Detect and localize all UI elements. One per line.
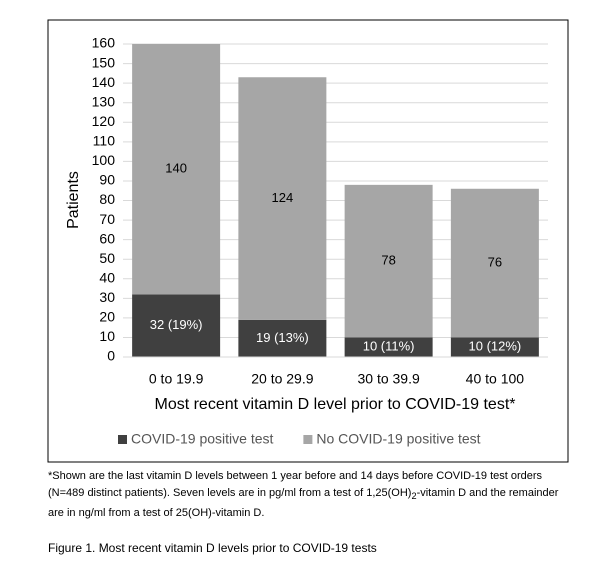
bar-segment bbox=[344, 337, 433, 357]
data-label: 19 (13%) bbox=[256, 330, 309, 345]
y-axis-label: Patients bbox=[65, 171, 82, 229]
x-tick-label: 30 to 39.9 bbox=[357, 371, 419, 387]
y-tick-label: 90 bbox=[99, 172, 115, 188]
y-tick-label: 30 bbox=[99, 289, 115, 305]
y-tick-label: 150 bbox=[92, 54, 116, 70]
y-tick-label: 40 bbox=[99, 269, 115, 285]
y-tick-label: 0 bbox=[107, 348, 115, 364]
footnote-subscript: 2 bbox=[411, 491, 417, 502]
chart-border bbox=[47, 19, 569, 463]
y-tick-label: 50 bbox=[99, 250, 115, 266]
figure-caption: Figure 1. Most recent vitamin D levels p… bbox=[48, 541, 377, 555]
bar-segment bbox=[344, 184, 433, 338]
bar-segment bbox=[238, 319, 327, 357]
data-label: 10 (11%) bbox=[363, 339, 415, 354]
x-tick-label: 0 to 19.9 bbox=[149, 371, 204, 387]
y-tick-label: 120 bbox=[92, 113, 116, 129]
data-label: 32 (19%) bbox=[150, 317, 203, 332]
data-label: 76 bbox=[488, 255, 502, 270]
legend-swatch bbox=[303, 435, 313, 444]
y-tick-label: 70 bbox=[99, 211, 115, 227]
x-axis-label: Most recent vitamin D level prior to COV… bbox=[154, 396, 515, 413]
y-tick-label: 20 bbox=[99, 309, 115, 325]
bar-segment bbox=[450, 337, 539, 357]
y-tick-label: 130 bbox=[92, 93, 116, 109]
data-label: 78 bbox=[381, 253, 395, 268]
bar-segment bbox=[238, 77, 327, 320]
y-tick-label: 10 bbox=[99, 328, 115, 344]
bar-segment bbox=[132, 294, 221, 357]
bars bbox=[132, 44, 539, 357]
y-tick-label: 100 bbox=[92, 152, 116, 168]
data-label: 124 bbox=[272, 190, 294, 205]
data-label: 10 (12%) bbox=[469, 339, 522, 354]
bar-segment bbox=[450, 188, 539, 338]
x-tick-label: 20 to 29.9 bbox=[251, 371, 313, 387]
y-tick-label: 60 bbox=[99, 230, 115, 246]
footnote-text: -vitamin D and the remainder are in ng/m… bbox=[48, 487, 559, 520]
y-tick-label: 110 bbox=[93, 133, 116, 149]
y-tick-label: 140 bbox=[92, 74, 116, 90]
legend-swatch bbox=[118, 435, 127, 444]
footnote-text: *Shown are the last vitamin D levels bet… bbox=[48, 470, 543, 499]
legend-label: COVID-19 positive test bbox=[131, 431, 273, 447]
bar-segment bbox=[132, 44, 221, 295]
y-tick-label: 160 bbox=[92, 35, 116, 51]
data-label: 140 bbox=[165, 161, 187, 176]
x-tick-label: 40 to 100 bbox=[466, 371, 525, 387]
legend-label: No COVID-19 positive test bbox=[316, 431, 480, 447]
y-tick-label: 80 bbox=[99, 191, 115, 207]
footnote: *Shown are the last vitamin D levels bet… bbox=[48, 468, 573, 522]
